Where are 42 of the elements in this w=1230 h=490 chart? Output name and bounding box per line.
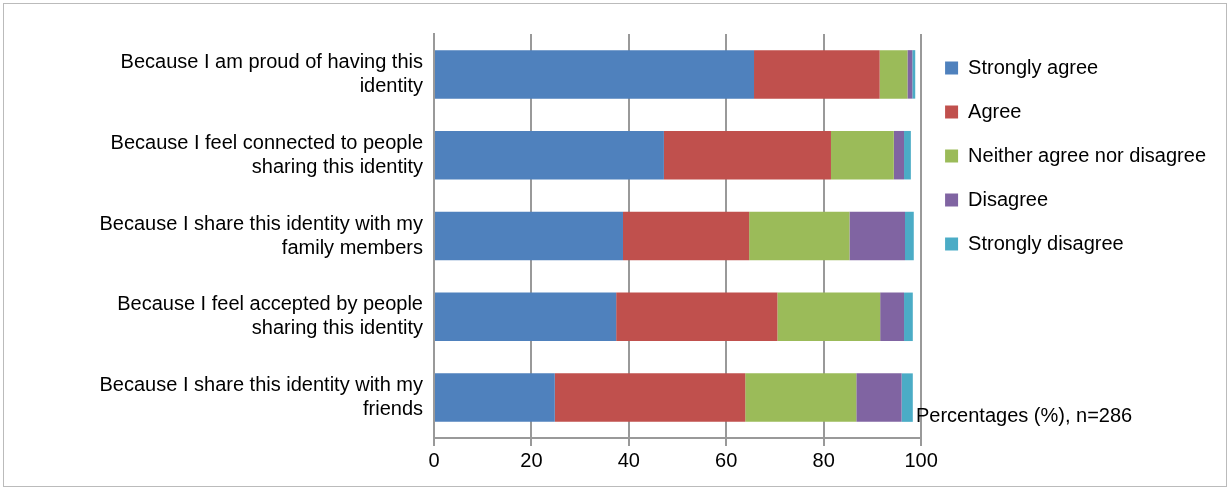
annotation: Percentages (%), n=286 [916, 404, 1133, 427]
y-tick-label: Because I share this identity with my friends [99, 373, 423, 420]
bar [879, 50, 908, 99]
bar [893, 130, 905, 180]
bar [849, 211, 906, 261]
x-tick-label: 20 [520, 448, 543, 471]
legend-label: Disagree [968, 187, 1049, 210]
bar [880, 292, 905, 342]
x-tick-label: 0 [428, 448, 440, 471]
y-tick-label: Because I feel connected to people sharing this identity [110, 130, 423, 177]
bar [663, 130, 831, 180]
x-tick-label: 100 [904, 448, 938, 471]
y-tick-label: Because I share this identity with my family members [99, 211, 423, 258]
x-tick-label: 60 [715, 448, 738, 471]
bar [912, 50, 916, 99]
legend-label: Agree [968, 99, 1022, 122]
bar [904, 292, 913, 342]
x-tick-label: 80 [812, 448, 835, 471]
bar [745, 373, 857, 422]
bar [749, 211, 850, 261]
bar [904, 130, 911, 180]
bar [830, 130, 894, 180]
x-tick-label: 40 [617, 448, 640, 471]
bar [435, 292, 617, 342]
bar [777, 292, 881, 342]
bar [616, 292, 778, 342]
bar [905, 211, 914, 261]
legend-label: Strongly disagree [968, 231, 1124, 254]
bar [901, 373, 913, 422]
bar [554, 373, 746, 422]
legend-label: Strongly agree [968, 55, 1099, 78]
y-tick-label: Because I am proud of having this identity [120, 49, 423, 96]
bar [907, 50, 913, 99]
bar [435, 50, 755, 99]
y-tick-label: Because I feel accepted by people sharing this identity [117, 292, 423, 339]
bar [622, 211, 750, 261]
bar [435, 373, 555, 422]
bar [856, 373, 902, 422]
bar [754, 50, 880, 99]
bar [435, 130, 664, 180]
legend-label: Neither agree nor disagree [968, 143, 1206, 166]
bar [435, 211, 623, 261]
